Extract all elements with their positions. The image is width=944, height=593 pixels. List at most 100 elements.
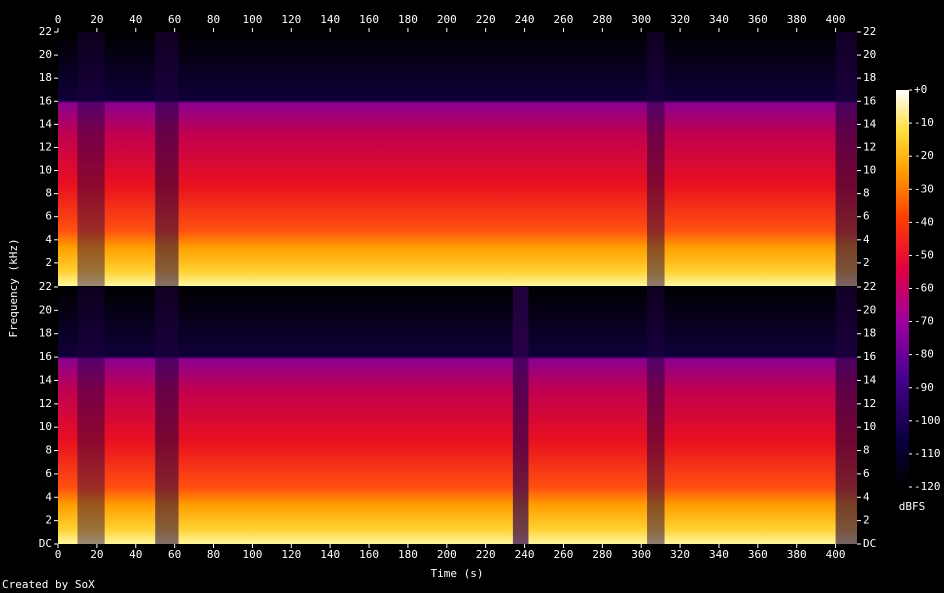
x-tick-label: 100 [242,548,262,561]
x-tick-label: 20 [90,13,103,26]
x-tick-label: 180 [398,13,418,26]
y-tick-label: 18 [863,327,876,340]
x-tick-label: 120 [281,13,301,26]
colorbar-tick-label: -30 [914,182,934,195]
y-tick-label: 22 [39,25,52,38]
y-tick-label: 8 [45,444,52,457]
x-tick-label: 260 [554,548,574,561]
x-tick-label: 360 [748,13,768,26]
y-tick-label: 2 [863,256,870,269]
spectrogram-channel [58,287,857,544]
x-tick-label: 380 [787,548,807,561]
y-tick-label: 8 [863,187,870,200]
dark-band [155,287,179,544]
dark-band [155,32,179,286]
x-axis-label: Time (s) [431,567,484,580]
dark-band [77,287,105,544]
x-tick-label: 320 [670,13,690,26]
y-tick-label: 18 [863,71,876,84]
y-tick-label: 2 [45,256,52,269]
x-tick-label: 160 [359,13,379,26]
x-tick-label: 120 [281,548,301,561]
dark-band [835,287,857,544]
dark-band [77,32,105,286]
x-tick-label: 140 [320,13,340,26]
colorbar-label: dBFS [899,500,926,513]
colorbar-tick-label: -70 [914,315,934,328]
y-tick-label: 14 [863,373,877,386]
x-tick-label: 260 [554,13,574,26]
y-tick-label: 6 [863,467,870,480]
y-tick-label: 6 [45,467,52,480]
x-tick-label: 320 [670,548,690,561]
x-tick-label: 20 [90,548,103,561]
x-tick-label: 300 [631,13,651,26]
dark-band [647,32,665,286]
footer: Created by SoX [2,578,95,591]
y-tick-label: 2 [45,514,52,527]
colorbar-tick-label: -20 [914,149,934,162]
y-tick-label: 22 [39,280,52,293]
y-tick-label: DC [863,537,876,550]
y-tick-label: 16 [39,350,52,363]
y-tick-label: 20 [863,303,876,316]
x-tick-label: 220 [476,548,496,561]
x-tick-label: 300 [631,548,651,561]
x-tick-label: 40 [129,13,142,26]
x-tick-label: 360 [748,548,768,561]
x-tick-label: 400 [826,13,846,26]
y-tick-label: 12 [863,140,876,153]
x-tick-label: 0 [55,548,62,561]
x-tick-label: 160 [359,548,379,561]
x-tick-label: 400 [826,548,846,561]
colorbar-tick-label: -40 [914,215,934,228]
y-tick-label: 4 [45,233,52,246]
y-tick-label: 8 [863,444,870,457]
colorbar-tick-label: -10 [914,116,934,129]
y-tick-label: 14 [39,117,53,130]
x-tick-label: 240 [515,548,535,561]
x-tick-label: 60 [168,548,181,561]
y-tick-label: 12 [39,397,52,410]
x-tick-label: 220 [476,13,496,26]
x-tick-label: 200 [437,548,457,561]
colorbar [896,90,909,487]
colorbar-tick-label: -100 [914,414,941,427]
x-tick-label: 0 [55,13,62,26]
x-tick-label: 280 [592,548,612,561]
x-tick-label: 240 [515,13,535,26]
dark-band [512,287,529,544]
colorbar-tick-label: -60 [914,282,934,295]
y-tick-label: 12 [39,140,52,153]
colorbar-tick-label: -80 [914,348,934,361]
colorbar-tick-label: -120 [914,480,941,493]
y-tick-label: 18 [39,327,52,340]
y-tick-label: 10 [39,420,52,433]
x-tick-label: 100 [242,13,262,26]
y-tick-label: 6 [863,210,870,223]
x-tick-label: 340 [709,13,729,26]
y-tick-label: 10 [863,164,876,177]
x-tick-label: 280 [592,13,612,26]
y-tick-label: 10 [39,164,52,177]
y-tick-label: 4 [863,233,870,246]
y-tick-label: 18 [39,71,52,84]
y-tick-label: 20 [863,48,876,61]
colorbar-tick-label: -50 [914,248,934,261]
x-tick-label: 180 [398,548,418,561]
y-tick-label: 14 [39,373,53,386]
y-axis-label: Frequency (kHz) [7,238,20,337]
y-tick-label: 20 [39,303,52,316]
colorbar-tick-label: -110 [914,447,941,460]
y-tick-label: 16 [39,94,52,107]
y-tick-label: 4 [863,490,870,503]
y-tick-label: 16 [863,350,876,363]
y-tick-label: 6 [45,210,52,223]
spectrogram-channel [58,32,857,286]
y-tick-label: 14 [863,117,877,130]
y-tick-label: 2 [863,514,870,527]
x-tick-label: 340 [709,548,729,561]
x-tick-label: 380 [787,13,807,26]
x-tick-label: 200 [437,13,457,26]
